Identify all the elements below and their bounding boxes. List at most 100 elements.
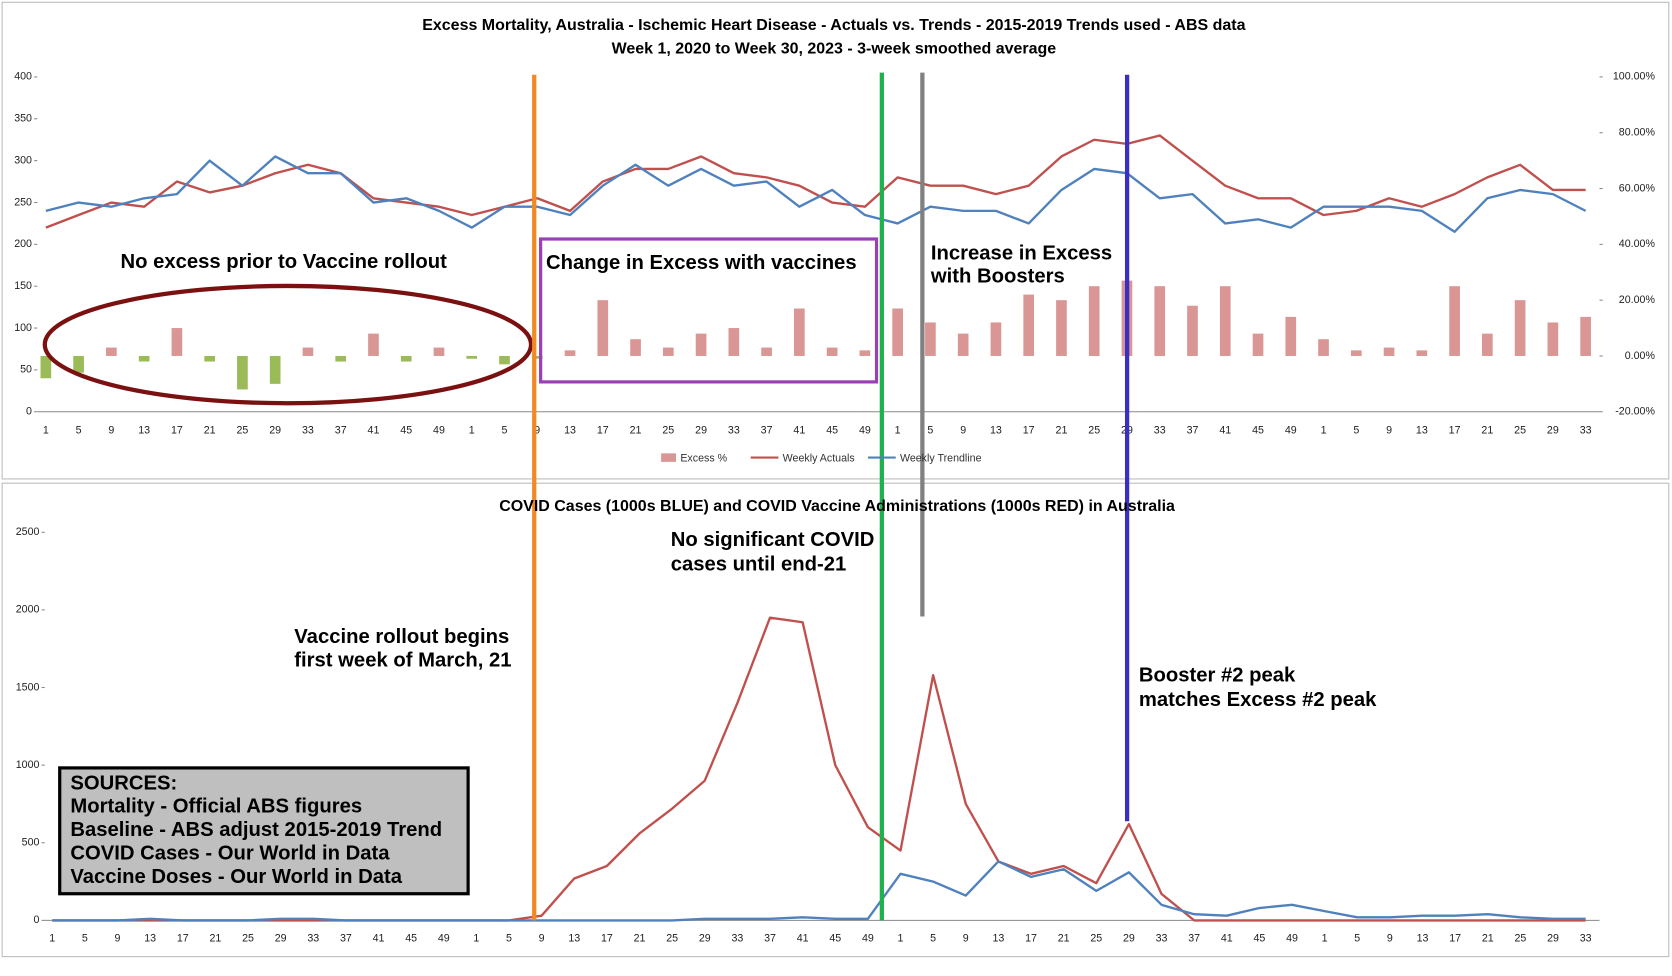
bar: [237, 355, 248, 390]
y-tick-label: 0: [26, 406, 32, 418]
source-line: COVID Cases - Our World in Data: [70, 843, 390, 865]
x-tick-label: 13: [992, 932, 1004, 944]
bar: [269, 355, 281, 384]
bar: [892, 308, 903, 356]
bar: [1056, 300, 1067, 356]
x-tick-label: 13: [990, 425, 1002, 437]
line-series: [45, 155, 1587, 233]
x-tick-label: 13: [138, 425, 150, 437]
x-tick-label: 17: [171, 425, 183, 437]
legend-swatch: [661, 453, 677, 462]
bar: [990, 322, 1002, 356]
x-tick-label: 17: [1449, 932, 1461, 944]
source-line: Mortality - Official ABS figures: [70, 796, 362, 818]
bar: [40, 355, 52, 379]
x-tick-label: 29: [1547, 932, 1559, 944]
x-tick-label: 45: [826, 425, 838, 437]
x-tick-label: 45: [1253, 932, 1265, 944]
bar: [1187, 305, 1198, 356]
y-tick-label: 2000: [16, 604, 40, 616]
x-tick-label: 5: [82, 932, 88, 944]
bar: [204, 355, 215, 362]
line-series: [45, 134, 1586, 229]
bar: [1219, 286, 1231, 356]
y2-tick-label: 20.00%: [1619, 294, 1656, 306]
bar: [826, 347, 838, 356]
x-tick-label: 9: [115, 932, 121, 944]
bar: [466, 355, 478, 359]
x-tick-label: 1: [898, 932, 904, 944]
x-tick-label: 5: [76, 425, 82, 437]
x-tick-label: 1: [49, 932, 55, 944]
x-tick-label: 21: [630, 425, 642, 437]
x-tick-label: 21: [209, 932, 221, 944]
x-tick-label: 33: [1154, 425, 1166, 437]
x-tick-label: 29: [1547, 425, 1559, 437]
bar: [761, 347, 772, 356]
x-tick-label: 25: [1088, 425, 1100, 437]
bar: [662, 347, 674, 356]
bar: [695, 333, 707, 356]
bar: [728, 328, 740, 356]
x-tick-label: 49: [1285, 425, 1297, 437]
x-tick-label: 17: [1023, 425, 1035, 437]
y-tick-label: 1000: [16, 759, 40, 771]
legend-label: Weekly Actuals: [783, 452, 855, 464]
bar: [794, 308, 805, 356]
x-tick-label: 45: [1252, 425, 1264, 437]
x-tick-label: 5: [506, 932, 512, 944]
bar: [302, 347, 314, 356]
bar: [1252, 333, 1264, 356]
y-tick-label: 350: [14, 113, 32, 125]
y-tick-label: 300: [14, 154, 32, 166]
x-tick-label: 1: [1322, 932, 1328, 944]
x-tick-label: 41: [797, 932, 809, 944]
x-tick-label: 21: [1482, 932, 1494, 944]
annotation: Booster #2 peak: [1139, 665, 1296, 687]
annotation: matches Excess #2 peak: [1139, 689, 1377, 711]
x-tick-label: 41: [368, 425, 380, 437]
x-tick-label: 37: [764, 932, 776, 944]
annotation: with Boosters: [930, 266, 1065, 288]
x-tick-label: 45: [405, 932, 417, 944]
y2-tick-label: 80.00%: [1619, 127, 1656, 139]
x-tick-label: 9: [963, 932, 969, 944]
y-tick-label: 400: [14, 71, 32, 83]
x-tick-label: 1: [469, 425, 475, 437]
x-tick-label: 37: [761, 425, 773, 437]
x-tick-label: 1: [473, 932, 479, 944]
y-tick-label: 500: [22, 837, 40, 849]
annotation: Change in Excess with vaccines: [546, 252, 857, 274]
annotation: No excess prior to Vaccine rollout: [120, 251, 447, 273]
bar: [1154, 286, 1166, 356]
bar: [957, 333, 969, 356]
overlay: Excess Mortality, Australia - Ischemic H…: [42, 17, 1377, 921]
x-tick-label: 37: [1187, 425, 1199, 437]
x-tick-label: 33: [307, 932, 319, 944]
x-tick-label: 13: [564, 425, 576, 437]
x-tick-label: 37: [335, 425, 347, 437]
bar: [630, 339, 641, 356]
bar: [531, 355, 543, 359]
x-tick-label: 33: [728, 425, 740, 437]
y-tick-label: 50: [20, 364, 32, 376]
bar: [171, 328, 183, 356]
x-tick-label: 25: [236, 425, 248, 437]
x-tick-label: 21: [634, 932, 646, 944]
x-tick-label: 33: [1580, 932, 1592, 944]
x-tick-label: 49: [862, 932, 874, 944]
x-tick-label: 49: [859, 425, 871, 437]
x-tick-label: 13: [568, 932, 580, 944]
x-tick-label: 49: [438, 932, 450, 944]
x-tick-label: 13: [1416, 425, 1428, 437]
bar: [1547, 322, 1559, 356]
x-tick-label: 17: [597, 425, 609, 437]
bar: [335, 355, 347, 362]
chart-title: Excess Mortality, Australia - Ischemic H…: [422, 17, 1245, 34]
x-tick-label: 9: [1386, 425, 1392, 437]
marks: 050100150200250300350400-20.00%0.00%20.0…: [14, 71, 1655, 945]
x-tick-label: 17: [601, 932, 613, 944]
x-tick-label: 5: [1353, 425, 1359, 437]
x-tick-label: 21: [1056, 425, 1068, 437]
bar: [1350, 350, 1362, 356]
